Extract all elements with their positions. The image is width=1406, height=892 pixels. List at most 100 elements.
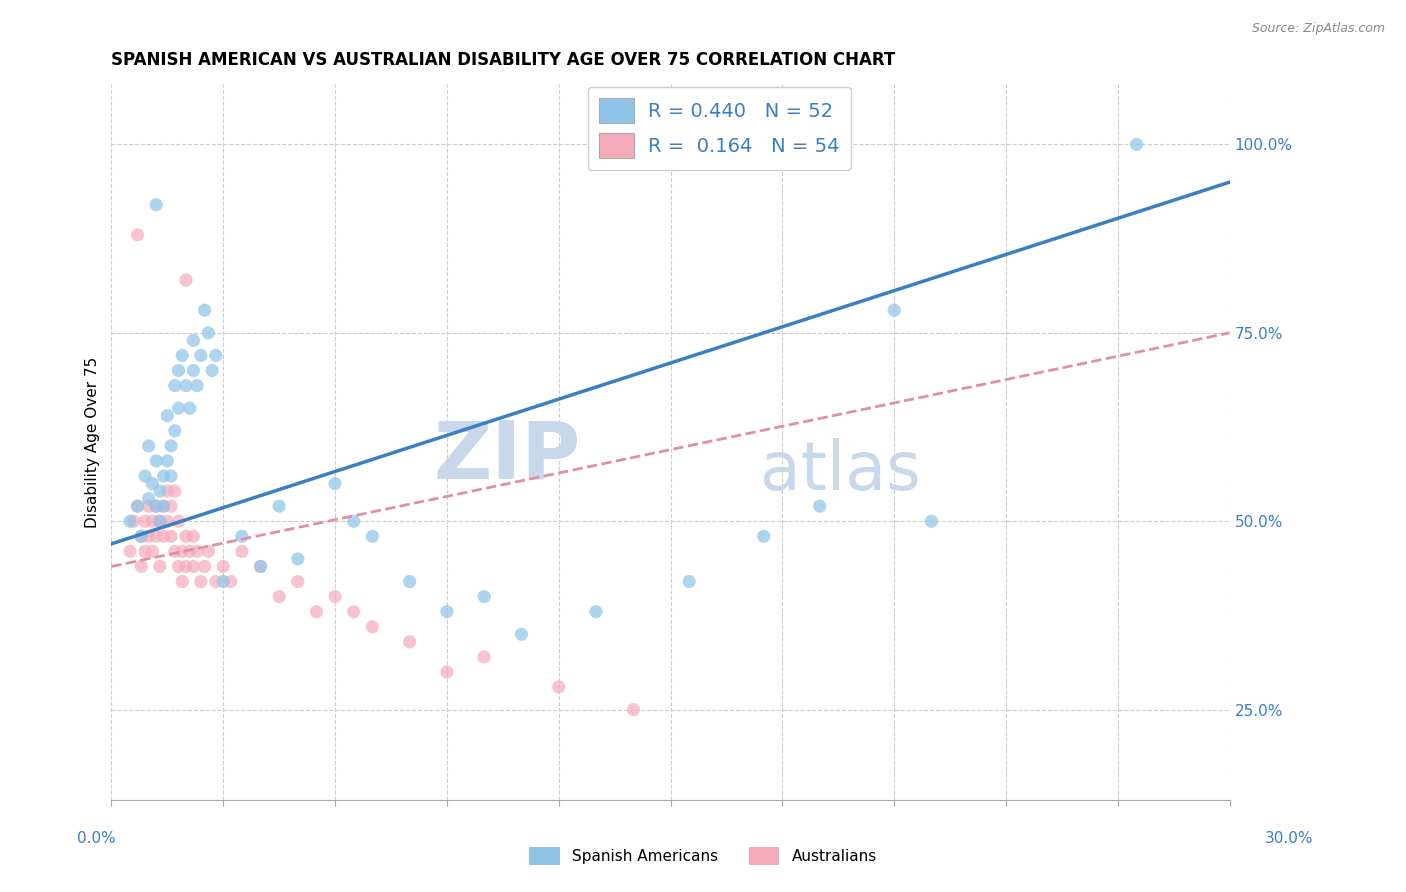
Point <box>343 605 366 619</box>
Text: SPANISH AMERICAN VS AUSTRALIAN DISABILITY AGE OVER 75 CORRELATION CHART: SPANISH AMERICAN VS AUSTRALIAN DISABILIT… <box>111 51 896 69</box>
Point <box>212 574 235 589</box>
Point <box>127 227 149 242</box>
Point <box>163 378 186 392</box>
Point <box>167 363 190 377</box>
Point <box>183 334 205 348</box>
Point <box>156 514 179 528</box>
Point <box>231 529 253 543</box>
Point <box>160 469 183 483</box>
Point <box>678 574 700 589</box>
Point <box>361 529 384 543</box>
Point <box>436 665 458 679</box>
Point <box>472 649 495 664</box>
Point <box>141 514 163 528</box>
Point <box>129 559 152 574</box>
Text: 30.0%: 30.0% <box>1265 831 1313 846</box>
Point <box>138 499 160 513</box>
Point <box>127 499 149 513</box>
Point <box>190 348 212 362</box>
Point <box>204 574 226 589</box>
Point <box>1125 137 1147 152</box>
Point <box>152 499 174 513</box>
Point <box>160 529 183 543</box>
Point <box>204 348 226 362</box>
Point <box>149 514 172 528</box>
Point <box>183 559 205 574</box>
Point <box>118 514 141 528</box>
Point <box>160 439 183 453</box>
Point <box>149 484 172 499</box>
Point <box>621 703 644 717</box>
Point <box>134 469 156 483</box>
Point <box>219 574 242 589</box>
Point <box>183 363 205 377</box>
Point <box>269 499 291 513</box>
Point <box>323 590 346 604</box>
Point <box>186 544 208 558</box>
Point <box>145 454 167 468</box>
Point <box>361 620 384 634</box>
Point <box>141 544 163 558</box>
Point <box>510 627 533 641</box>
Point <box>179 401 201 416</box>
Point <box>129 529 152 543</box>
Point <box>287 574 309 589</box>
Point <box>194 559 217 574</box>
Point <box>141 476 163 491</box>
Point <box>883 303 905 318</box>
Point <box>808 499 831 513</box>
Point <box>127 499 149 513</box>
Point <box>138 439 160 453</box>
Point <box>186 378 208 392</box>
Point <box>152 499 174 513</box>
Y-axis label: Disability Age Over 75: Disability Age Over 75 <box>86 357 100 528</box>
Text: 0.0%: 0.0% <box>77 831 117 846</box>
Point <box>752 529 775 543</box>
Legend: R = 0.440   N = 52, R =  0.164   N = 54: R = 0.440 N = 52, R = 0.164 N = 54 <box>588 87 851 169</box>
Point <box>190 574 212 589</box>
Point <box>152 469 174 483</box>
Point <box>172 574 194 589</box>
Point <box>174 273 197 287</box>
Point <box>138 491 160 506</box>
Point <box>269 590 291 604</box>
Point <box>174 559 197 574</box>
Legend: Spanish Americans, Australians: Spanish Americans, Australians <box>523 841 883 871</box>
Point <box>129 529 152 543</box>
Point <box>172 544 194 558</box>
Point <box>436 605 458 619</box>
Point <box>156 409 179 423</box>
Point <box>149 514 172 528</box>
Point <box>167 559 190 574</box>
Point <box>212 559 235 574</box>
Point <box>156 484 179 499</box>
Point <box>921 514 943 528</box>
Point <box>160 499 183 513</box>
Point <box>138 529 160 543</box>
Point <box>174 529 197 543</box>
Point <box>174 378 197 392</box>
Point <box>156 454 179 468</box>
Point <box>134 514 156 528</box>
Point <box>172 348 194 362</box>
Point <box>323 476 346 491</box>
Point <box>249 559 271 574</box>
Point <box>167 401 190 416</box>
Point <box>231 544 253 558</box>
Point <box>197 544 219 558</box>
Point <box>152 529 174 543</box>
Point <box>249 559 271 574</box>
Point <box>547 680 569 694</box>
Point <box>585 605 607 619</box>
Point <box>145 499 167 513</box>
Point <box>118 544 141 558</box>
Point <box>145 529 167 543</box>
Point <box>398 635 420 649</box>
Point <box>179 544 201 558</box>
Point <box>201 363 224 377</box>
Point <box>134 544 156 558</box>
Text: ZIP: ZIP <box>434 417 581 495</box>
Point <box>149 559 172 574</box>
Point <box>194 303 217 318</box>
Point <box>472 590 495 604</box>
